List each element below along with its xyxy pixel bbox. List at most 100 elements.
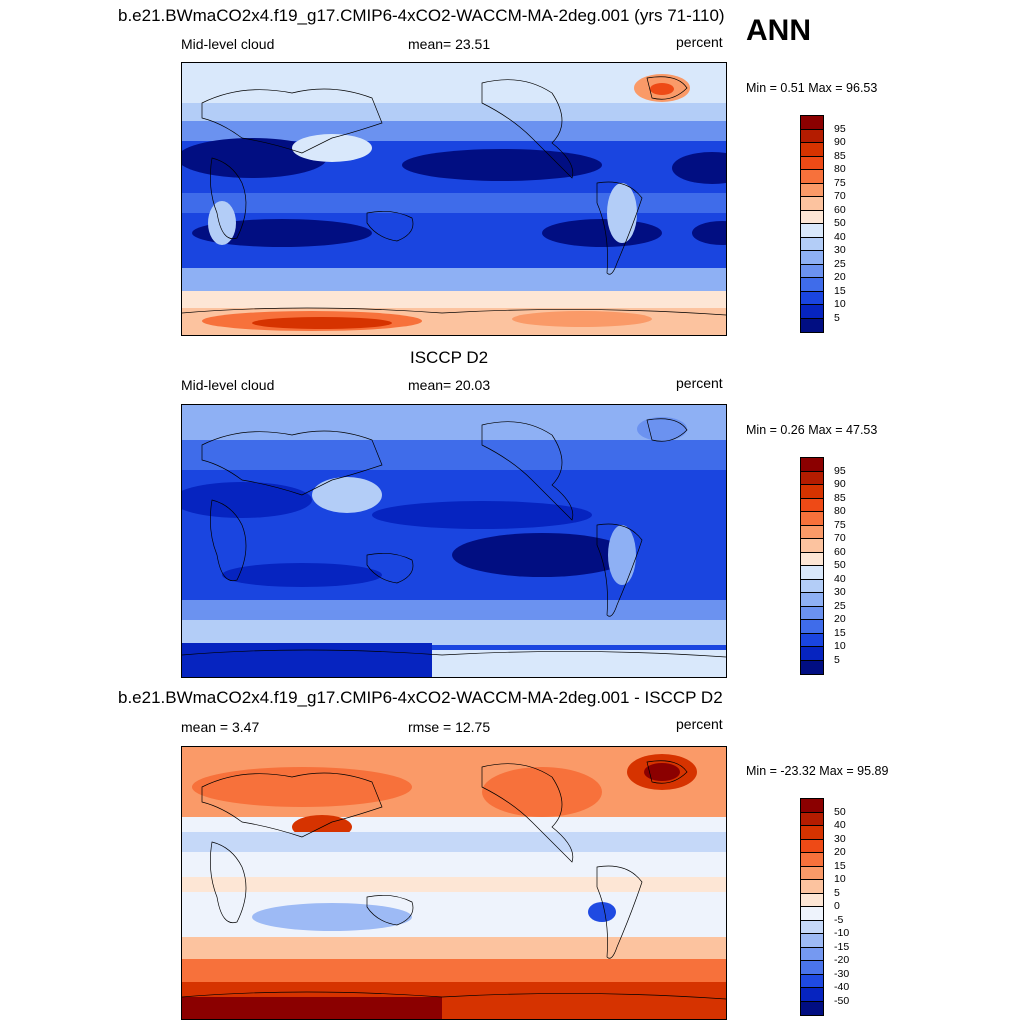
colorbar-swatch (801, 471, 823, 485)
colorbar-swatch (801, 291, 823, 305)
colorbar-tick-label: 10 (834, 298, 846, 310)
colorbar-swatch (801, 224, 823, 238)
colorbar-tick-label: 40 (834, 230, 846, 243)
panel-3-colorbar (800, 798, 824, 1016)
colorbar-swatch (801, 812, 823, 826)
panel-2-units-label: percent (676, 375, 723, 391)
panel-1-mean-label: mean= 23.51 (408, 36, 491, 52)
colorbar-tick-label: 15 (834, 626, 846, 639)
colorbar-tick-label: 80 (834, 163, 846, 175)
colorbar-tick-label: 75 (834, 518, 846, 531)
colorbar-swatch (801, 799, 823, 813)
colorbar-swatch (801, 143, 823, 157)
colorbar-swatch (801, 974, 823, 988)
colorbar-swatch (801, 920, 823, 934)
colorbar-swatch (801, 947, 823, 961)
panel-1-title: b.e21.BWmaCO2x4.f19_g17.CMIP6-4xCO2-WACC… (118, 6, 725, 25)
colorbar-tick-label: 15 (834, 859, 846, 872)
colorbar-tick-label: 20 (834, 271, 846, 283)
colorbar-tick-label: 15 (834, 284, 846, 297)
colorbar-swatch (801, 512, 823, 526)
colorbar-swatch (801, 1001, 823, 1015)
season-label: ANN (746, 14, 811, 47)
panel-2-colorbar (800, 457, 824, 675)
colorbar-tick-label: 75 (834, 176, 846, 189)
colorbar-swatch (801, 620, 823, 634)
colorbar-tick-label: 5 (834, 311, 840, 324)
panel-2-minmax: Min = 0.26 Max = 47.53 (746, 423, 878, 437)
colorbar-swatch (801, 278, 823, 292)
colorbar-tick-label: 0 (834, 900, 840, 912)
colorbar-tick-label: 85 (834, 149, 846, 162)
colorbar-tick-label: 20 (834, 613, 846, 625)
colorbar-swatch (801, 210, 823, 224)
colorbar-swatch (801, 552, 823, 566)
colorbar-swatch (801, 593, 823, 607)
colorbar-tick-label: 90 (834, 478, 846, 490)
colorbar-tick-label: 40 (834, 572, 846, 585)
panel-2-title: ISCCP D2 (410, 348, 489, 367)
colorbar-tick-label: -5 (834, 913, 844, 926)
colorbar-swatch (801, 866, 823, 880)
colorbar-swatch (801, 264, 823, 278)
colorbar-swatch (801, 880, 823, 894)
colorbar-tick-label: 40 (834, 819, 846, 831)
colorbar-swatch (801, 988, 823, 1002)
colorbar-tick-label: -40 (834, 981, 850, 993)
colorbar-swatch (801, 156, 823, 170)
colorbar-tick-label: 60 (834, 203, 846, 216)
colorbar-tick-label: -50 (834, 994, 850, 1007)
panel-1-minmax: Min = 0.51 Max = 96.53 (746, 81, 878, 95)
colorbar-tick-label: 70 (834, 532, 846, 544)
colorbar-swatch (801, 116, 823, 130)
panel-3-mean-label: mean = 3.47 (181, 719, 260, 735)
panel-1-variable-label: Mid-level cloud (181, 36, 275, 52)
colorbar-tick-label: 25 (834, 257, 846, 270)
colorbar-swatch (801, 525, 823, 539)
colorbar-tick-label: -30 (834, 967, 850, 980)
colorbar-tick-label: 20 (834, 846, 846, 858)
colorbar-tick-label: 5 (834, 653, 840, 666)
colorbar-swatch (801, 579, 823, 593)
colorbar-tick-label: 50 (834, 217, 846, 229)
colorbar-swatch (801, 539, 823, 553)
colorbar-tick-label: -10 (834, 927, 850, 939)
colorbar-swatch (801, 660, 823, 674)
panel-3-rmse-label: rmse = 12.75 (408, 719, 491, 735)
colorbar-tick-label: 10 (834, 873, 846, 885)
colorbar-swatch (801, 498, 823, 512)
colorbar-tick-label: 50 (834, 559, 846, 571)
colorbar-tick-label: -20 (834, 954, 850, 966)
colorbar-swatch (801, 251, 823, 265)
colorbar-swatch (801, 197, 823, 211)
colorbar-tick-label: 25 (834, 599, 846, 612)
colorbar-swatch (801, 647, 823, 661)
panel-1-units-label: percent (676, 34, 723, 50)
panel-2-map-svg (182, 405, 726, 677)
colorbar-swatch (801, 237, 823, 251)
panel-3-minmax: Min = -23.32 Max = 95.89 (746, 764, 889, 778)
colorbar-tick-label: 90 (834, 136, 846, 148)
colorbar-swatch (801, 566, 823, 580)
colorbar-swatch (801, 934, 823, 948)
colorbar-swatch (801, 961, 823, 975)
colorbar-swatch (801, 907, 823, 921)
colorbar-swatch (801, 826, 823, 840)
colorbar-swatch (801, 839, 823, 853)
colorbar-tick-label: 70 (834, 190, 846, 202)
colorbar-swatch (801, 853, 823, 867)
panel-3-map (181, 746, 727, 1020)
colorbar-tick-label: 60 (834, 545, 846, 558)
panel-2-mean-label: mean= 20.03 (408, 377, 491, 393)
panel-3-map-svg (182, 747, 726, 1019)
panel-2-variable-label: Mid-level cloud (181, 377, 275, 393)
panel-2-map (181, 404, 727, 678)
panel-1-colorbar (800, 115, 824, 333)
colorbar-swatch (801, 170, 823, 184)
colorbar-tick-label: 95 (834, 464, 846, 477)
colorbar-swatch (801, 893, 823, 907)
colorbar-tick-label: 30 (834, 244, 846, 256)
colorbar-swatch (801, 458, 823, 472)
panel-3-units-label: percent (676, 716, 723, 732)
colorbar-tick-label: -15 (834, 940, 850, 953)
